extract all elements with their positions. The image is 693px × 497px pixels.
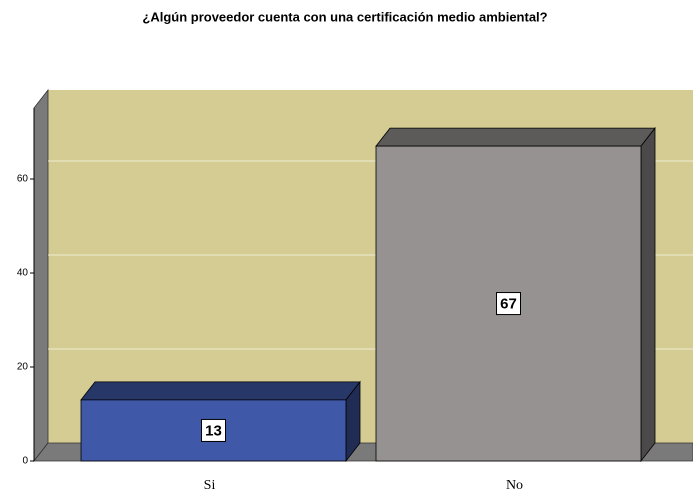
y-tick-label: 40 — [17, 268, 29, 279]
y-tick-label: 60 — [17, 174, 29, 185]
value-label: 13 — [205, 422, 222, 439]
chart-title: ¿Algún proveedor cuenta con una certific… — [142, 9, 547, 24]
y-tick-label: 0 — [22, 456, 28, 467]
x-tick-label: No — [506, 478, 523, 493]
bar-side — [640, 126, 656, 463]
value-label: 67 — [500, 296, 517, 313]
left-wall — [33, 88, 49, 463]
bar-top — [375, 127, 656, 147]
value-label-box — [201, 418, 226, 442]
value-label-box — [496, 292, 521, 316]
y-tick-label: 20 — [17, 362, 29, 373]
bar-top — [80, 381, 361, 401]
x-tick-label: Si — [204, 478, 216, 493]
